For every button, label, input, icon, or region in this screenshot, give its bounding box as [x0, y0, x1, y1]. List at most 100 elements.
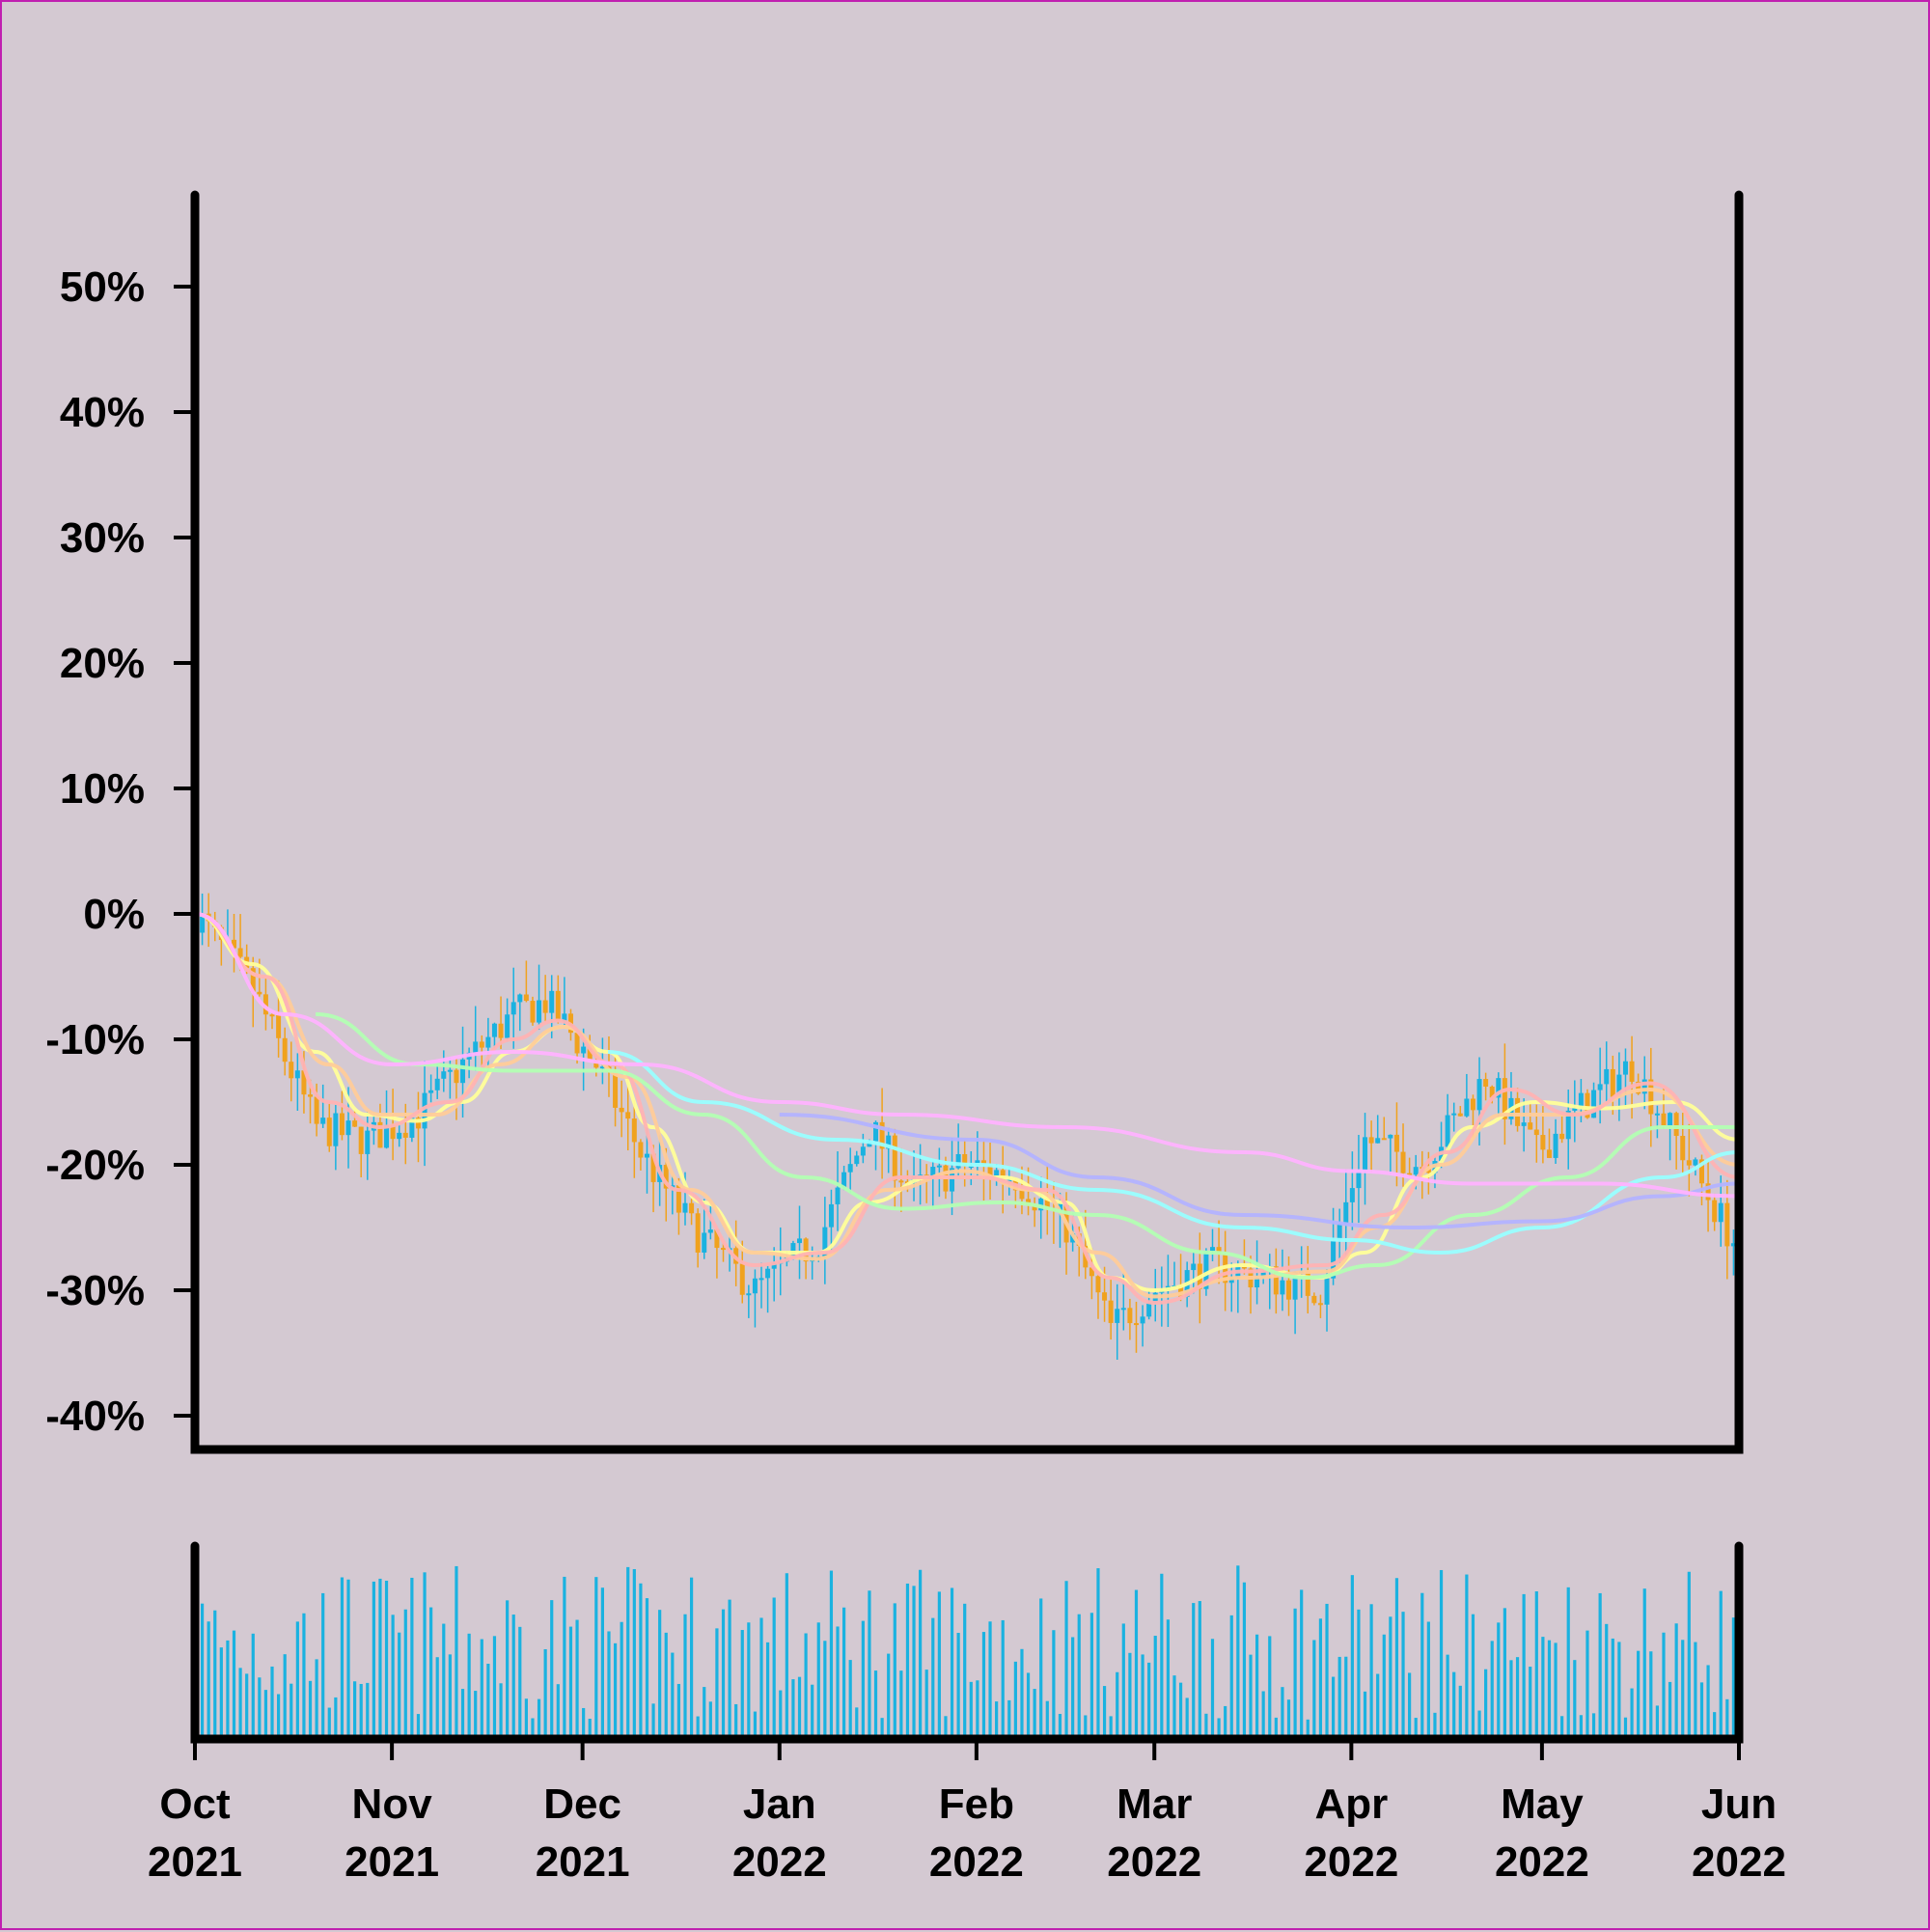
candle-body	[1349, 1188, 1355, 1202]
candle-body	[282, 1037, 288, 1063]
volume-bar	[873, 1670, 878, 1739]
volume-bar	[1515, 1657, 1520, 1739]
volume-bar	[1433, 1712, 1437, 1739]
candle-body	[1591, 1090, 1597, 1118]
candle-body	[1254, 1277, 1260, 1288]
candle-body	[721, 1248, 727, 1251]
candle-body	[1496, 1078, 1502, 1098]
x-tick-month: Apr	[1314, 1780, 1388, 1828]
x-tick-month: Dec	[543, 1780, 621, 1828]
candle-body	[1209, 1247, 1215, 1252]
volume-bar	[340, 1577, 345, 1739]
volume-bar	[600, 1587, 604, 1739]
volume-bar	[1210, 1639, 1215, 1739]
volume-bar	[1662, 1632, 1666, 1739]
volume-bar	[1268, 1636, 1272, 1739]
volume-bar	[460, 1689, 465, 1739]
candle-body	[1228, 1278, 1234, 1283]
candle-body	[1026, 1199, 1032, 1205]
volume-bar	[1401, 1612, 1405, 1739]
moving-average-line	[316, 1012, 1739, 1280]
candle-body	[409, 1118, 415, 1138]
x-tick-month: Oct	[159, 1780, 231, 1828]
volume-bar	[1611, 1638, 1614, 1739]
volume-bar	[924, 1670, 928, 1739]
volume-bar	[1655, 1705, 1660, 1739]
candle-body	[625, 1112, 631, 1119]
volume-bar	[1274, 1717, 1278, 1739]
volume-bar	[1731, 1617, 1736, 1739]
volume-bar	[1185, 1697, 1189, 1739]
volume-bar	[1052, 1630, 1056, 1739]
volume-bar	[1166, 1619, 1171, 1739]
candle-body	[581, 1046, 587, 1054]
volume-bar	[366, 1682, 370, 1739]
volume-bar	[1591, 1713, 1596, 1739]
volume-bar	[842, 1607, 846, 1739]
candle-body	[1038, 1198, 1044, 1211]
x-tick-month: Nov	[352, 1780, 433, 1828]
candle-body	[886, 1135, 892, 1149]
volume-bar	[1497, 1622, 1501, 1739]
volume-bar	[1153, 1636, 1157, 1739]
volume-bar	[594, 1577, 598, 1739]
candle-body	[1305, 1271, 1310, 1296]
candle-body	[1393, 1134, 1399, 1152]
volume-bar	[1121, 1623, 1125, 1739]
candle-body	[1400, 1151, 1406, 1173]
candle-body	[682, 1202, 688, 1213]
candle-body	[1381, 1138, 1387, 1141]
volume-bar	[568, 1626, 573, 1739]
candle-body	[1705, 1183, 1711, 1201]
volume-bar	[455, 1565, 458, 1739]
candle-body	[955, 1153, 961, 1169]
candle-body	[1451, 1113, 1457, 1116]
candle-body	[644, 1153, 649, 1158]
candle-body	[1133, 1323, 1139, 1326]
volume-axis-frame	[190, 1541, 1744, 1744]
volume-bar	[1649, 1651, 1653, 1739]
candle-body	[262, 994, 268, 1015]
volume-bar	[442, 1623, 446, 1739]
candle-body	[1032, 1204, 1037, 1211]
candle-body	[790, 1243, 796, 1257]
volume-bar	[403, 1609, 407, 1739]
y-tick-label: 10%	[60, 765, 145, 813]
volume-bar	[423, 1572, 427, 1739]
volume-bar	[969, 1681, 973, 1739]
candle-body	[1648, 1079, 1654, 1115]
candle-body	[739, 1263, 745, 1295]
candle-body	[663, 1165, 669, 1189]
candle-body	[1502, 1078, 1507, 1119]
volume-bar	[1281, 1687, 1284, 1739]
candle-body	[479, 1041, 484, 1048]
volume-bar	[1465, 1574, 1469, 1739]
volume-bar	[976, 1680, 979, 1739]
candle-body	[689, 1202, 695, 1214]
volume-bar	[639, 1583, 643, 1739]
volume-bar	[1706, 1665, 1710, 1739]
volume-bar	[1128, 1652, 1132, 1739]
volume-bar	[213, 1610, 217, 1739]
moving-average-line	[194, 912, 1740, 1299]
volume-bar	[232, 1630, 236, 1739]
volume-bar	[1668, 1681, 1672, 1739]
x-tick-year: 2022	[1495, 1838, 1589, 1886]
candle-body	[1546, 1149, 1552, 1158]
volume-bar	[1224, 1705, 1227, 1739]
volume-bar	[1529, 1667, 1532, 1739]
candle-body	[797, 1238, 803, 1244]
volume-bars	[194, 1565, 1736, 1739]
candle-body	[339, 1113, 345, 1136]
volume-bar	[1446, 1654, 1449, 1739]
volume-bar	[1382, 1634, 1386, 1739]
volume-bar	[880, 1718, 884, 1739]
volume-bar	[575, 1619, 579, 1739]
candle-body	[873, 1121, 879, 1142]
candle-body	[294, 1070, 300, 1079]
volume-bar	[1547, 1640, 1552, 1739]
candle-body	[950, 1168, 955, 1192]
candle-body	[314, 1096, 319, 1124]
candle-body	[758, 1278, 764, 1281]
candle-body	[232, 939, 237, 949]
